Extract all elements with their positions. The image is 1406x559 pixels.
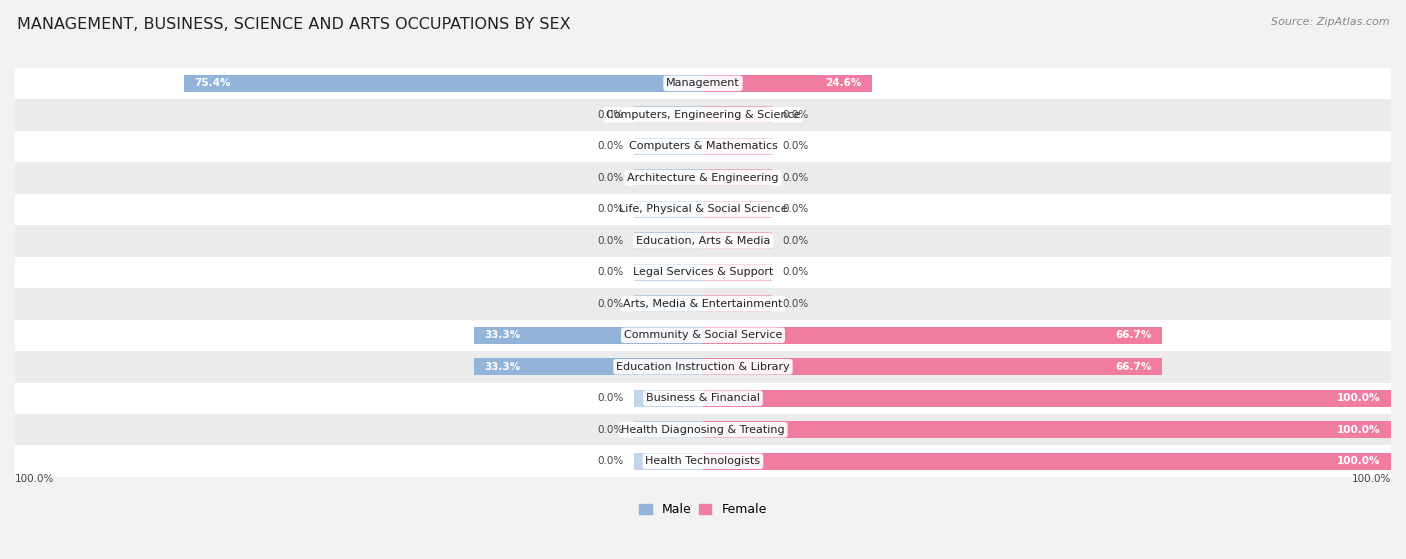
Bar xyxy=(15,320,1391,351)
Text: 100.0%: 100.0% xyxy=(1337,456,1381,466)
Text: 0.0%: 0.0% xyxy=(782,110,808,120)
Bar xyxy=(15,131,1391,162)
Bar xyxy=(703,75,872,92)
Bar xyxy=(634,453,703,470)
Text: 0.0%: 0.0% xyxy=(598,456,624,466)
Text: 0.0%: 0.0% xyxy=(598,204,624,214)
Bar xyxy=(634,421,703,438)
Bar xyxy=(15,351,1391,382)
Legend: Male, Female: Male, Female xyxy=(634,498,772,521)
Text: Source: ZipAtlas.com: Source: ZipAtlas.com xyxy=(1271,17,1389,27)
Bar xyxy=(703,453,1391,470)
Bar xyxy=(703,106,772,124)
Bar xyxy=(703,169,772,187)
Text: 0.0%: 0.0% xyxy=(782,299,808,309)
Bar xyxy=(703,421,1391,438)
Text: 100.0%: 100.0% xyxy=(1351,474,1391,484)
Bar xyxy=(634,169,703,187)
Text: 100.0%: 100.0% xyxy=(1337,393,1381,403)
Text: 0.0%: 0.0% xyxy=(598,299,624,309)
Text: 0.0%: 0.0% xyxy=(782,236,808,246)
Text: MANAGEMENT, BUSINESS, SCIENCE AND ARTS OCCUPATIONS BY SEX: MANAGEMENT, BUSINESS, SCIENCE AND ARTS O… xyxy=(17,17,571,32)
Text: Architecture & Engineering: Architecture & Engineering xyxy=(627,173,779,183)
Text: Business & Financial: Business & Financial xyxy=(645,393,761,403)
Bar xyxy=(184,75,703,92)
Bar xyxy=(634,232,703,249)
Bar xyxy=(15,193,1391,225)
Text: Computers & Mathematics: Computers & Mathematics xyxy=(628,141,778,151)
Bar xyxy=(15,225,1391,257)
Text: Life, Physical & Social Science: Life, Physical & Social Science xyxy=(619,204,787,214)
Bar xyxy=(15,288,1391,320)
Text: 0.0%: 0.0% xyxy=(782,267,808,277)
Text: 0.0%: 0.0% xyxy=(598,110,624,120)
Text: 100.0%: 100.0% xyxy=(1337,425,1381,435)
Bar xyxy=(15,382,1391,414)
Text: Education Instruction & Library: Education Instruction & Library xyxy=(616,362,790,372)
Bar xyxy=(703,201,772,218)
Bar xyxy=(703,390,1391,407)
Text: Arts, Media & Entertainment: Arts, Media & Entertainment xyxy=(623,299,783,309)
Text: 0.0%: 0.0% xyxy=(598,267,624,277)
Text: Legal Services & Support: Legal Services & Support xyxy=(633,267,773,277)
Bar xyxy=(15,162,1391,193)
Text: Computers, Engineering & Science: Computers, Engineering & Science xyxy=(606,110,800,120)
Bar xyxy=(634,138,703,155)
Bar xyxy=(634,106,703,124)
Text: 0.0%: 0.0% xyxy=(782,204,808,214)
Bar xyxy=(15,446,1391,477)
Text: 0.0%: 0.0% xyxy=(598,173,624,183)
Bar xyxy=(15,414,1391,446)
Text: Community & Social Service: Community & Social Service xyxy=(624,330,782,340)
Bar xyxy=(703,138,772,155)
Text: 0.0%: 0.0% xyxy=(782,173,808,183)
Bar xyxy=(15,257,1391,288)
Text: 66.7%: 66.7% xyxy=(1115,330,1152,340)
Bar xyxy=(634,201,703,218)
Text: 0.0%: 0.0% xyxy=(598,393,624,403)
Text: Education, Arts & Media: Education, Arts & Media xyxy=(636,236,770,246)
Text: Health Diagnosing & Treating: Health Diagnosing & Treating xyxy=(621,425,785,435)
Bar xyxy=(703,264,772,281)
Bar xyxy=(634,390,703,407)
Bar xyxy=(634,264,703,281)
Bar xyxy=(703,358,1161,376)
Text: 0.0%: 0.0% xyxy=(598,236,624,246)
Bar xyxy=(634,295,703,312)
Bar xyxy=(703,295,772,312)
Text: 0.0%: 0.0% xyxy=(598,425,624,435)
Text: Management: Management xyxy=(666,78,740,88)
Text: 33.3%: 33.3% xyxy=(484,330,520,340)
Text: 66.7%: 66.7% xyxy=(1115,362,1152,372)
Bar xyxy=(15,68,1391,99)
Text: 0.0%: 0.0% xyxy=(598,141,624,151)
Bar xyxy=(474,326,703,344)
Text: 24.6%: 24.6% xyxy=(825,78,862,88)
Bar xyxy=(703,326,1161,344)
Text: 33.3%: 33.3% xyxy=(484,362,520,372)
Text: Health Technologists: Health Technologists xyxy=(645,456,761,466)
Bar xyxy=(15,99,1391,131)
Text: 75.4%: 75.4% xyxy=(194,78,231,88)
Text: 0.0%: 0.0% xyxy=(782,141,808,151)
Bar xyxy=(474,358,703,376)
Bar xyxy=(703,232,772,249)
Text: 100.0%: 100.0% xyxy=(15,474,55,484)
